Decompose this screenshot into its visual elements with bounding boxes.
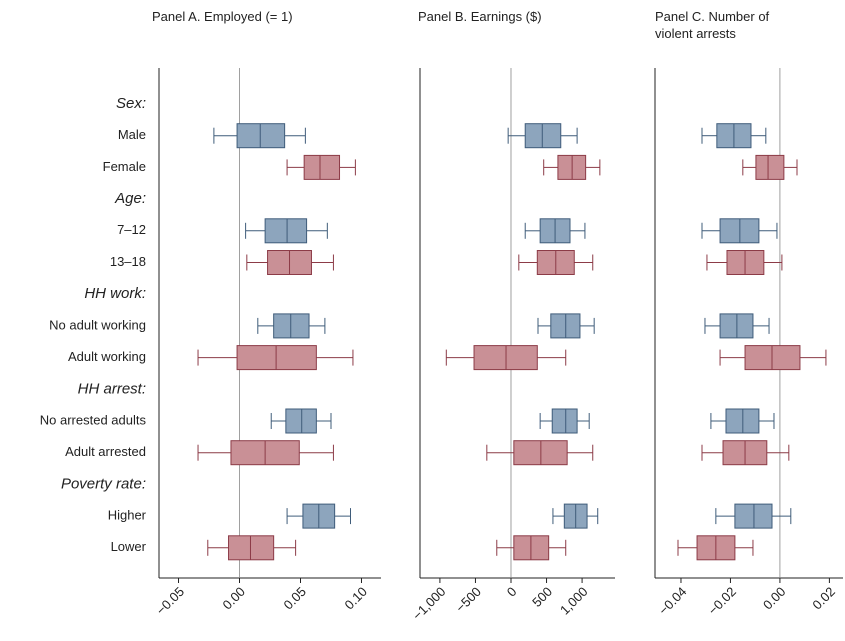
box [236,123,286,149]
x-tick-label: 0 [504,584,520,600]
row-label: No adult working [49,317,146,332]
box [755,154,785,180]
row-label: 7–12 [117,222,146,237]
x-tick-label: 0.00 [760,584,789,613]
x-tick-label: −0.05 [153,584,187,618]
x-tick-label: 1,000 [557,584,591,618]
x-tick-label: 0.00 [220,584,249,613]
panel-title: Panel C. Number of violent arrests [655,9,770,41]
group-label: HH arrest: [78,380,146,397]
group-label: Age: [114,190,146,207]
box [264,218,308,244]
row-label: Adult arrested [65,444,146,459]
x-tick-label: 0.10 [342,584,371,613]
x-tick-label: −500 [453,584,484,615]
box [228,535,275,561]
group-label: Sex: [116,95,146,112]
row-label: Adult working [68,349,146,364]
row-label: 13–18 [110,254,146,269]
x-tick-label: −1,000 [409,584,448,623]
x-tick-label: −0.04 [656,584,690,618]
panel-title: Panel B. Earnings ($) [418,9,542,24]
x-tick-label: 500 [529,584,555,610]
box [551,408,578,434]
box [524,123,562,149]
row-label: Lower [111,539,147,554]
box [303,154,341,180]
group-label: HH work: [84,285,146,302]
row-label: Female [103,159,146,174]
row-label: Male [118,127,146,142]
box [236,345,317,371]
x-tick-label: 0.05 [281,584,310,613]
row-label: No arrested adults [40,412,147,427]
row-label: Higher [108,508,147,523]
box [285,408,317,434]
x-tick-label: −0.02 [705,584,739,618]
x-tick-label: 0.02 [809,584,838,613]
panel-title: Panel A. Employed (= 1) [152,9,293,24]
group-label: Poverty rate: [61,475,146,492]
box [273,313,310,339]
